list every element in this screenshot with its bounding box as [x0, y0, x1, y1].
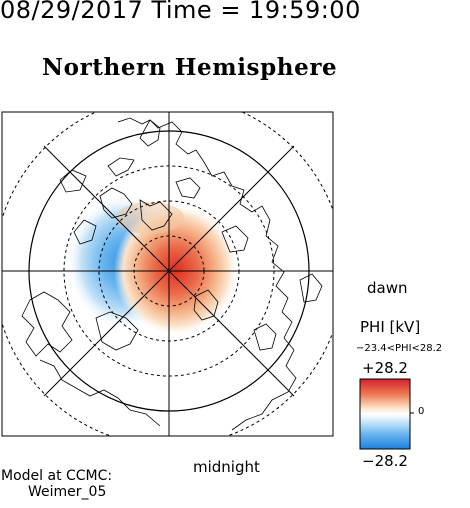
- page-title: Northern Hemisphere: [42, 54, 338, 81]
- colorbar: [359, 378, 414, 450]
- colorbar-max-label: +28.2: [362, 359, 408, 377]
- model-credit-line2: Weimer_05: [28, 484, 107, 500]
- meridian-lines: [2, 112, 333, 436]
- map-frame: [1, 111, 334, 437]
- colorbar-zero-label: 0: [418, 406, 425, 417]
- colorbar-min-label: −28.2: [362, 452, 408, 470]
- potential-positive-cell: [114, 202, 238, 336]
- colorbar-range-label: −23.4<PHI<28.2: [356, 343, 443, 354]
- model-credit-line1: Model at CCMC:: [1, 468, 113, 484]
- dawn-label: dawn: [367, 279, 408, 297]
- colorbar-quantity-label: PHI [kV]: [360, 318, 421, 336]
- coastlines: [21, 117, 323, 431]
- midnight-label: midnight: [193, 458, 260, 476]
- timestamp: 08/29/2017 Time = 19:59:00: [0, 0, 361, 24]
